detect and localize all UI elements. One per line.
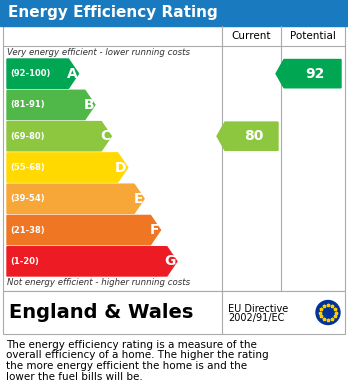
Polygon shape <box>7 184 144 213</box>
Text: Potential: Potential <box>290 31 336 41</box>
Bar <box>3 26 345 291</box>
Text: lower the fuel bills will be.: lower the fuel bills will be. <box>6 371 143 382</box>
Polygon shape <box>7 215 160 245</box>
Text: England & Wales: England & Wales <box>9 303 193 322</box>
Text: B: B <box>83 98 94 112</box>
Polygon shape <box>7 153 128 182</box>
Text: G: G <box>165 255 176 268</box>
Text: 92: 92 <box>305 66 324 81</box>
Bar <box>0 0 348 26</box>
Text: (81-91): (81-91) <box>10 100 45 109</box>
Text: (21-38): (21-38) <box>10 226 45 235</box>
Text: E: E <box>134 192 143 206</box>
Text: C: C <box>100 129 110 143</box>
Text: A: A <box>67 66 78 81</box>
Text: 80: 80 <box>244 129 263 143</box>
Polygon shape <box>7 90 95 120</box>
Text: 2002/91/EC: 2002/91/EC <box>228 312 284 323</box>
Text: The energy efficiency rating is a measure of the: The energy efficiency rating is a measur… <box>6 340 257 350</box>
Text: Very energy efficient - lower running costs: Very energy efficient - lower running co… <box>7 48 190 57</box>
Polygon shape <box>276 59 341 88</box>
Polygon shape <box>7 122 111 151</box>
Text: overall efficiency of a home. The higher the rating: overall efficiency of a home. The higher… <box>6 350 269 361</box>
Polygon shape <box>7 59 79 88</box>
Text: Not energy efficient - higher running costs: Not energy efficient - higher running co… <box>7 278 190 287</box>
Circle shape <box>316 301 340 325</box>
Polygon shape <box>7 247 177 276</box>
Text: the more energy efficient the home is and the: the more energy efficient the home is an… <box>6 361 247 371</box>
Text: Energy Efficiency Rating: Energy Efficiency Rating <box>8 5 218 20</box>
Text: D: D <box>115 160 127 174</box>
Text: F: F <box>150 223 159 237</box>
Bar <box>3 291 345 334</box>
Text: (92-100): (92-100) <box>10 69 50 78</box>
Text: (69-80): (69-80) <box>10 132 45 141</box>
Text: (39-54): (39-54) <box>10 194 45 203</box>
Text: (55-68): (55-68) <box>10 163 45 172</box>
Text: (1-20): (1-20) <box>10 257 39 266</box>
Polygon shape <box>217 122 278 151</box>
Text: Current: Current <box>232 31 271 41</box>
Text: EU Directive: EU Directive <box>228 303 288 314</box>
